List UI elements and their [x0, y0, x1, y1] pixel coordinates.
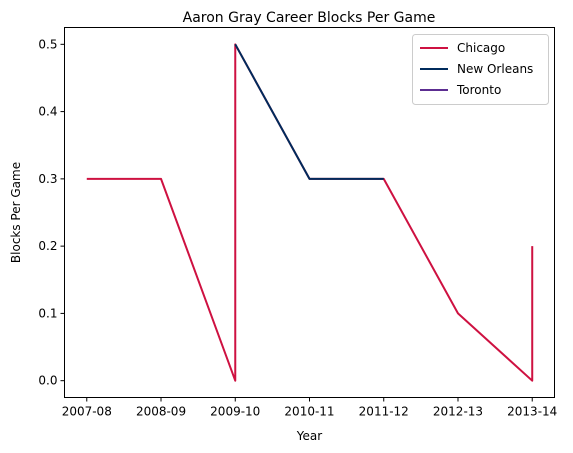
x-tick-label: 2009-10 [210, 405, 260, 419]
x-tick-label: 2010-11 [284, 405, 334, 419]
legend-items: Chicago New Orleans Toronto [420, 41, 533, 97]
series-layer [86, 43, 534, 382]
legend: Chicago New Orleans Toronto [412, 34, 549, 105]
y-tick-label: 0.4 [38, 105, 57, 119]
legend-label-chicago: Chicago [457, 41, 505, 55]
chart-title: Aaron Gray Career Blocks Per Game [183, 10, 436, 26]
legend-box [412, 34, 549, 105]
y-tick-label: 0.0 [38, 374, 57, 388]
x-tick-label: 2011-12 [359, 405, 409, 419]
y-axis: 0.0 0.1 0.2 0.3 0.4 0.5 [38, 37, 65, 388]
y-tick-label: 0.5 [38, 37, 57, 51]
x-tick-label: 2008-09 [136, 405, 186, 419]
legend-label-new-orleans: New Orleans [457, 62, 533, 76]
x-tick-label: 2013-14 [507, 405, 557, 419]
series-line-new-orleans [234, 43, 384, 180]
x-tick-label: 2007-08 [62, 405, 112, 419]
y-tick-label: 0.2 [38, 239, 57, 253]
y-tick-label: 0.1 [38, 306, 57, 320]
x-axis: 2007-08 2008-09 2009-10 2010-11 2011-12 2012-… [62, 397, 557, 419]
x-axis-label: Year [296, 429, 322, 443]
y-tick-label: 0.3 [38, 172, 57, 186]
legend-label-toronto: Toronto [456, 83, 501, 97]
y-axis-label: Blocks Per Game [9, 162, 23, 263]
x-tick-label: 2012-13 [433, 405, 483, 419]
